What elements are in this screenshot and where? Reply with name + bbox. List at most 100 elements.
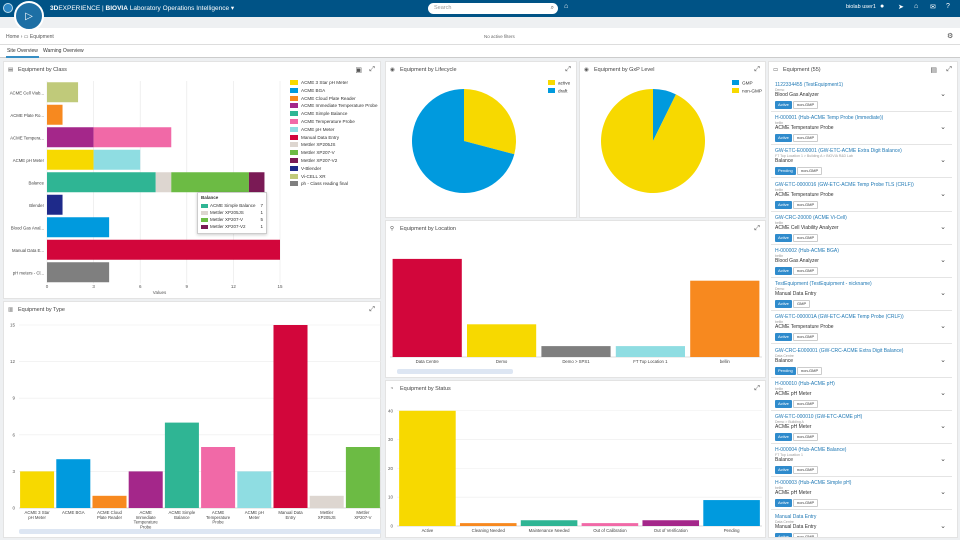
tab-site-overview[interactable]: Site Overview: [6, 48, 39, 58]
equipment-card-title[interactable]: H-000001 (Hub-ACME Temp Probe (Immediate…: [775, 115, 884, 122]
equipment-card-title[interactable]: GW-ETC-000010 (GW-ETC-ACME pH): [775, 414, 863, 420]
equipment-card-title[interactable]: H-000004 (Hub-ACME Balance): [775, 447, 847, 454]
tooltip-row: Mettler XP207-V 5: [201, 216, 263, 223]
equipment-card-title[interactable]: GW-ETC-000001A (GW-ETC-ACME Temp Probe (…: [775, 314, 904, 321]
legend-item[interactable]: Mettler XP205JS: [290, 142, 335, 148]
chevron-down-icon[interactable]: ⌄: [940, 91, 946, 98]
equipment-card[interactable]: 1122334455 (TestEquipment1) Demo Blood G…: [771, 80, 952, 112]
bar: [164, 422, 199, 508]
x-tick-label: ACME pH Meter: [245, 510, 264, 520]
equipment-card[interactable]: Manual Data Entry Data Centre Manual Dat…: [771, 511, 952, 537]
image-icon[interactable]: ▣: [355, 67, 362, 74]
filter-icon[interactable]: ⚙: [947, 33, 954, 40]
legend-swatch: [732, 88, 739, 93]
legend-item[interactable]: ACME pH Meter: [290, 126, 334, 132]
bar-segment: [155, 172, 172, 193]
tag-icon[interactable]: ⌂: [564, 3, 569, 10]
equipment-card-title[interactable]: GW-CRC-E000001 (GW-CRC-ACME Extra Digit …: [775, 347, 904, 354]
legend-item[interactable]: Mettler XP207-V2: [290, 158, 337, 163]
chevron-down-icon[interactable]: ⌄: [940, 323, 946, 331]
home-icon[interactable]: ⌂: [914, 3, 919, 10]
chevron-down-icon[interactable]: ⌄: [940, 456, 946, 464]
x-tick-label: Mettler XP207-V: [354, 510, 371, 520]
expand-icon[interactable]: ⤢: [369, 306, 375, 313]
breadcrumb-home[interactable]: Home: [6, 34, 20, 40]
equipment-card[interactable]: GW-ETC-000010 (GW-ETC-ACME pH) Demo > Bu…: [771, 412, 952, 444]
legend-item[interactable]: V-Blender: [290, 165, 321, 171]
chevron-down-icon[interactable]: ⌄: [940, 489, 946, 497]
equipment-card[interactable]: GW-ETC-0000016 (GW-ETC-ACME Temp Probe T…: [771, 179, 952, 212]
equipment-card-title[interactable]: 1122334455 (TestEquipment1): [775, 82, 844, 88]
legend-item[interactable]: ACME BGA: [290, 87, 325, 93]
chevron-down-icon[interactable]: ⌄: [940, 389, 946, 397]
chevron-down-icon[interactable]: ⌄: [940, 124, 946, 132]
chevron-down-icon[interactable]: ⌄: [940, 423, 946, 430]
chevron-down-icon[interactable]: ⌄: [940, 157, 946, 165]
chevron-down-icon[interactable]: ⌄: [940, 223, 946, 231]
notification-icon[interactable]: ✉: [930, 4, 936, 11]
search-input[interactable]: Search ⌕: [428, 3, 558, 14]
legend-item[interactable]: ACME Cloud Plate Reader: [290, 95, 356, 101]
equipment-card[interactable]: H-000010 (Hub-ACME pH) bellin ACME pH Me…: [771, 378, 952, 411]
expand-icon[interactable]: ⤢: [754, 66, 760, 73]
chevron-down-icon[interactable]: ⌄: [940, 257, 946, 264]
list-view-icon[interactable]: ▤: [930, 67, 937, 74]
legend-item[interactable]: ACME Simple Balance: [290, 111, 347, 117]
equipment-card[interactable]: TestEquipment (TestEquipment - nickname)…: [771, 279, 952, 312]
chevron-down-icon[interactable]: ⌄: [940, 190, 946, 198]
legend-item[interactable]: Vi-CELL XR: [290, 173, 326, 179]
status-badge: Active: [775, 300, 792, 309]
legend-item[interactable]: ph - Class reading final: [290, 181, 348, 187]
expand-icon[interactable]: ⤢: [946, 66, 952, 73]
legend-swatch: [290, 126, 298, 132]
equipment-card-title[interactable]: H-000010 (Hub-ACME pH): [775, 380, 835, 387]
compass-small-icon[interactable]: [3, 3, 13, 13]
equipment-card[interactable]: H-000003 (Hub-ACME Simple pH) bellin ACM…: [771, 478, 952, 511]
share-icon[interactable]: ➤: [898, 4, 904, 11]
expand-icon[interactable]: ⤢: [369, 66, 375, 73]
gxp-badge: non-GMP: [793, 134, 819, 143]
equipment-card-title[interactable]: TestEquipment (TestEquipment - nickname): [775, 281, 872, 288]
equipment-card[interactable]: H-000002 (Hub-ACME BGA) bellin Blood Gas…: [771, 246, 952, 278]
expand-icon[interactable]: ⤢: [565, 66, 571, 73]
help-icon[interactable]: ?: [946, 3, 950, 10]
legend-swatch: [290, 119, 298, 124]
equipment-card-title[interactable]: H-000003 (Hub-ACME Simple pH): [775, 480, 852, 487]
legend-item[interactable]: Mettler XP207-V: [290, 150, 335, 156]
equipment-card[interactable]: H-000001 (Hub-ACME Temp Probe (Immediate…: [771, 113, 952, 146]
legend-item[interactable]: Manual Data Entry: [290, 134, 339, 140]
tab-warning-overview[interactable]: Warning Overview: [43, 48, 84, 54]
bar-segment: [248, 172, 265, 193]
equipment-card-title[interactable]: GW-ETC-0000016 (GW-ETC-ACME Temp Probe T…: [775, 181, 914, 188]
equipment-card[interactable]: GW-CRC-20000 (ACME Vi-Cell) bellin ACME …: [771, 212, 952, 245]
status-badge: Active: [775, 267, 792, 275]
legend-item[interactable]: ACME Temperature Probe: [290, 119, 355, 124]
chevron-right-icon: ›: [20, 34, 24, 40]
equipment-card-title[interactable]: Manual Data Entry: [775, 513, 817, 520]
tooltip-swatch: [201, 224, 208, 229]
chevron-down-icon[interactable]: ⌄: [940, 290, 946, 298]
bar: [201, 447, 236, 508]
x-tick-label: Active: [422, 528, 434, 533]
search-icon[interactable]: ⌕: [550, 5, 554, 11]
compass-icon[interactable]: ▷: [14, 1, 44, 31]
chevron-down-icon[interactable]: ▾: [230, 5, 235, 12]
equipment-card[interactable]: GW-ETC-000001A (GW-ETC-ACME Temp Probe (…: [771, 312, 952, 345]
user-name[interactable]: biolab user1: [846, 4, 876, 10]
app-title[interactable]: 3DEXPERIENCE | BIOVIA Laboratory Operati…: [50, 4, 234, 12]
y-tick-label: 0: [390, 524, 393, 529]
avatar-icon[interactable]: ●: [880, 3, 885, 10]
expand-icon[interactable]: ⤢: [754, 225, 760, 232]
equipment-card-title[interactable]: GW-ETC-E000001 (GW-ETC-ACME Extra Digit …: [775, 148, 902, 155]
expand-icon[interactable]: ⤢: [754, 385, 760, 392]
equipment-card[interactable]: H-000004 (Hub-ACME Balance) FT Top Locat…: [771, 445, 952, 478]
equipment-card[interactable]: GW-CRC-E000001 (GW-CRC-ACME Extra Digit …: [771, 345, 952, 378]
legend-item[interactable]: ACME Immediate Temperature Probe: [290, 103, 378, 109]
chevron-down-icon[interactable]: ⌄: [940, 356, 946, 364]
equipment-card-title[interactable]: GW-CRC-20000 (ACME Vi-Cell): [775, 214, 847, 221]
legend-item[interactable]: ACME 3 Star pH Meter: [290, 80, 348, 85]
chevron-down-icon[interactable]: ⌄: [940, 522, 946, 530]
equipment-card[interactable]: GW-ETC-E000001 (GW-ETC-ACME Extra Digit …: [771, 146, 952, 179]
equipment-card-title[interactable]: H-000002 (Hub-ACME BGA): [775, 248, 839, 254]
equipment-card-location: bellin: [775, 486, 784, 491]
